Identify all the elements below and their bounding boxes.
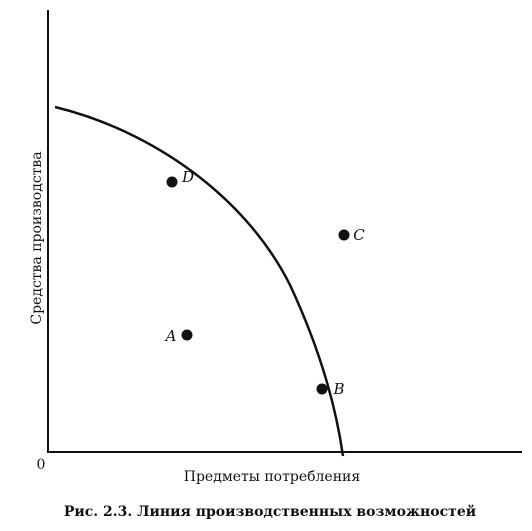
point-d <box>166 176 178 188</box>
point-label: A <box>164 327 177 345</box>
point-b <box>316 383 328 395</box>
point-a <box>181 329 193 341</box>
x-axis-label: Предметы потребления <box>184 469 361 485</box>
point-c <box>338 229 350 241</box>
point-label: B <box>332 380 344 398</box>
origin-label: 0 <box>37 457 46 473</box>
frontier-curve <box>54 105 345 457</box>
point-label: D <box>181 168 194 186</box>
y-axis-label: Средства производства <box>29 151 45 324</box>
caption: Рис. 2.3. Линия производственных возможн… <box>64 503 476 520</box>
point-label: C <box>353 226 365 244</box>
